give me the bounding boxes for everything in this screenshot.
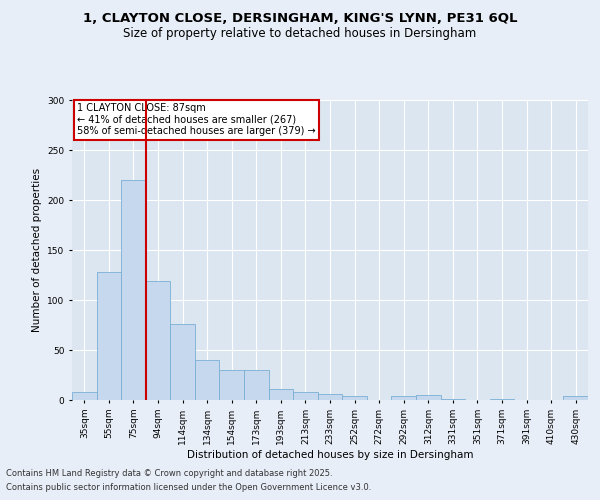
Bar [72, 392, 97, 400]
Text: Contains public sector information licensed under the Open Government Licence v3: Contains public sector information licen… [6, 484, 371, 492]
Bar [146, 281, 170, 400]
Bar [269, 389, 293, 400]
Bar [563, 396, 588, 400]
Bar [440, 399, 465, 400]
Bar [244, 370, 269, 400]
Bar [318, 394, 342, 400]
Bar [220, 370, 244, 400]
Text: Contains HM Land Registry data © Crown copyright and database right 2025.: Contains HM Land Registry data © Crown c… [6, 468, 332, 477]
Bar [416, 395, 440, 400]
Bar [170, 324, 195, 400]
Bar [342, 396, 367, 400]
Bar [97, 272, 121, 400]
Bar [293, 392, 318, 400]
Y-axis label: Number of detached properties: Number of detached properties [32, 168, 41, 332]
Bar [195, 360, 220, 400]
Bar [121, 180, 146, 400]
Bar [490, 399, 514, 400]
Text: Size of property relative to detached houses in Dersingham: Size of property relative to detached ho… [124, 28, 476, 40]
X-axis label: Distribution of detached houses by size in Dersingham: Distribution of detached houses by size … [187, 450, 473, 460]
Text: 1, CLAYTON CLOSE, DERSINGHAM, KING'S LYNN, PE31 6QL: 1, CLAYTON CLOSE, DERSINGHAM, KING'S LYN… [83, 12, 517, 26]
Text: 1 CLAYTON CLOSE: 87sqm
← 41% of detached houses are smaller (267)
58% of semi-de: 1 CLAYTON CLOSE: 87sqm ← 41% of detached… [77, 103, 316, 136]
Bar [391, 396, 416, 400]
